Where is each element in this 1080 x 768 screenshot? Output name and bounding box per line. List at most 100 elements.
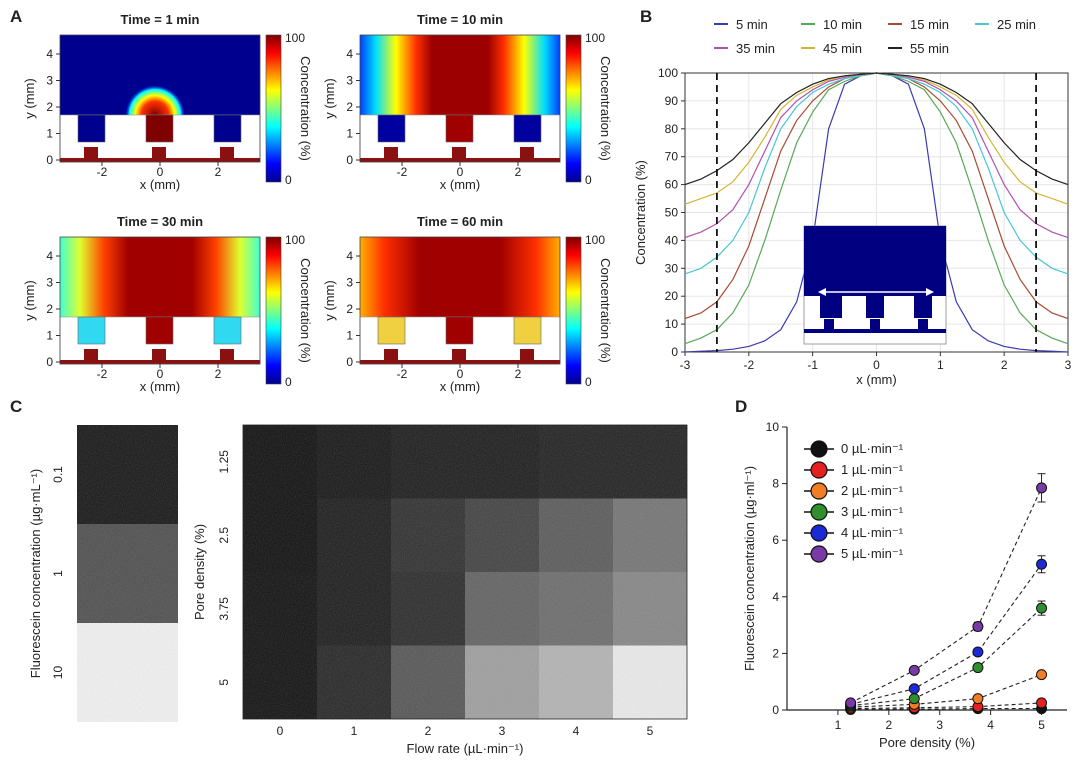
inset-electrode: [824, 319, 834, 329]
heatmap-noise: [317, 425, 391, 499]
y-tick-label: 4: [772, 590, 779, 604]
heatmap-x-tick-label: 5: [647, 724, 654, 738]
heatmap-x-tick-label: 4: [573, 724, 580, 738]
inset-well: [820, 296, 842, 318]
x-tick-label: -2: [397, 367, 408, 381]
series-line: [850, 607, 1042, 707]
x-tick-label: -2: [97, 367, 108, 381]
heatmap-noise: [613, 498, 687, 572]
electrode: [384, 349, 398, 361]
colorbar: [265, 34, 282, 183]
heatmap-noise: [539, 498, 613, 572]
x-tick-label: -2: [743, 358, 754, 372]
heatmap-noise: [465, 498, 539, 572]
diffusion-field: [60, 237, 260, 317]
electrode: [220, 147, 234, 159]
y-tick-label: 2: [46, 100, 53, 114]
series-line: [684, 72, 1069, 186]
data-point: [972, 662, 984, 674]
legend-marker: [810, 440, 828, 458]
electrode: [152, 147, 166, 159]
y-tick-label: 4: [46, 47, 53, 61]
y-tick-label: 70: [665, 150, 679, 164]
electrode-base: [360, 360, 560, 364]
data-point: [1036, 482, 1048, 494]
y-tick-label: 20: [665, 289, 679, 303]
inset-chamber: [804, 226, 946, 296]
heatmap-noise: [317, 572, 391, 646]
y-tick-label: 0: [346, 153, 353, 167]
panel-label-d: D: [735, 397, 747, 416]
pore-well: [77, 114, 106, 143]
y-tick-label: 3: [346, 74, 353, 88]
heatmap-noise: [539, 645, 613, 719]
legend-label: 3 µL·min⁻¹: [841, 504, 904, 519]
inset-well: [866, 296, 884, 318]
heatmap-noise: [465, 645, 539, 719]
pore-well: [213, 114, 242, 143]
heatmap-noise: [613, 425, 687, 499]
x-tick-label: 0: [457, 367, 464, 381]
x-tick-label: 1: [835, 718, 842, 732]
y-tick-label: 90: [665, 94, 679, 108]
x-tick-label: 0: [873, 358, 880, 372]
calibration-tick-label: 0.1: [51, 466, 65, 483]
x-tick-label: 2: [215, 165, 222, 179]
heatmap-noise: [539, 425, 613, 499]
pore-well: [513, 316, 542, 345]
legend-label: 2 µL·min⁻¹: [841, 483, 904, 498]
y-tick-label: 2: [46, 302, 53, 316]
heatmap-y-tick-label: 2.5: [217, 527, 231, 544]
y-axis-title: y (mm): [322, 78, 337, 118]
diffusion-field: [360, 35, 560, 115]
y-tick-label: 8: [772, 477, 779, 491]
x-tick-label: 3: [936, 718, 943, 732]
map-title: Time = 60 min: [417, 214, 503, 229]
legend-label: 45 min: [823, 41, 862, 56]
y-tick-label: 3: [46, 74, 53, 88]
legend-label: 25 min: [997, 17, 1036, 32]
series-line: [850, 674, 1042, 708]
colorbar-title: Concentration (%): [298, 258, 313, 363]
legend-marker: [810, 482, 828, 500]
y-tick-label: 0: [46, 153, 53, 167]
x-axis-title: Pore density (%): [879, 735, 975, 750]
x-tick-label: -2: [397, 165, 408, 179]
x-tick-label: 4: [987, 718, 994, 732]
heatmap-x-tick-label: 3: [499, 724, 506, 738]
x-tick-label: 3: [1065, 358, 1072, 372]
legend-marker: [810, 545, 828, 563]
heatmap-x-axis-title: Flow rate (µL·min⁻¹): [407, 741, 524, 756]
legend-label: 4 µL·min⁻¹: [841, 525, 904, 540]
y-tick-label: 60: [665, 178, 679, 192]
y-tick-label: 4: [346, 47, 353, 61]
legend-label: 10 min: [823, 17, 862, 32]
x-axis-title: x (mm): [140, 177, 180, 192]
heatmap-noise: [391, 572, 465, 646]
y-tick-label: 40: [665, 233, 679, 247]
colorbar-title: Concentration (%): [298, 56, 313, 161]
x-tick-label: 5: [1038, 718, 1045, 732]
y-tick-label: 1: [346, 329, 353, 343]
series-line: [850, 708, 1042, 710]
y-tick-label: 50: [665, 206, 679, 220]
x-tick-label: 2: [1001, 358, 1008, 372]
map-title: Time = 1 min: [121, 12, 200, 27]
pore-well: [77, 316, 106, 345]
colorbar-title: Concentration (%): [598, 56, 613, 161]
pore-well: [513, 114, 542, 143]
colorbar: [265, 236, 282, 385]
calibration-tick-label: 1: [51, 570, 65, 577]
legend-marker: [810, 461, 828, 479]
heatmap-noise: [613, 645, 687, 719]
electrode: [84, 349, 98, 361]
heatmap-x-tick-label: 0: [277, 724, 284, 738]
y-tick-label: 6: [772, 533, 779, 547]
y-tick-label: 3: [46, 276, 53, 290]
x-axis-title: x (mm): [856, 372, 896, 387]
inset-arrowhead: [818, 288, 826, 296]
data-point: [972, 621, 984, 633]
y-tick-label: 0: [346, 355, 353, 369]
